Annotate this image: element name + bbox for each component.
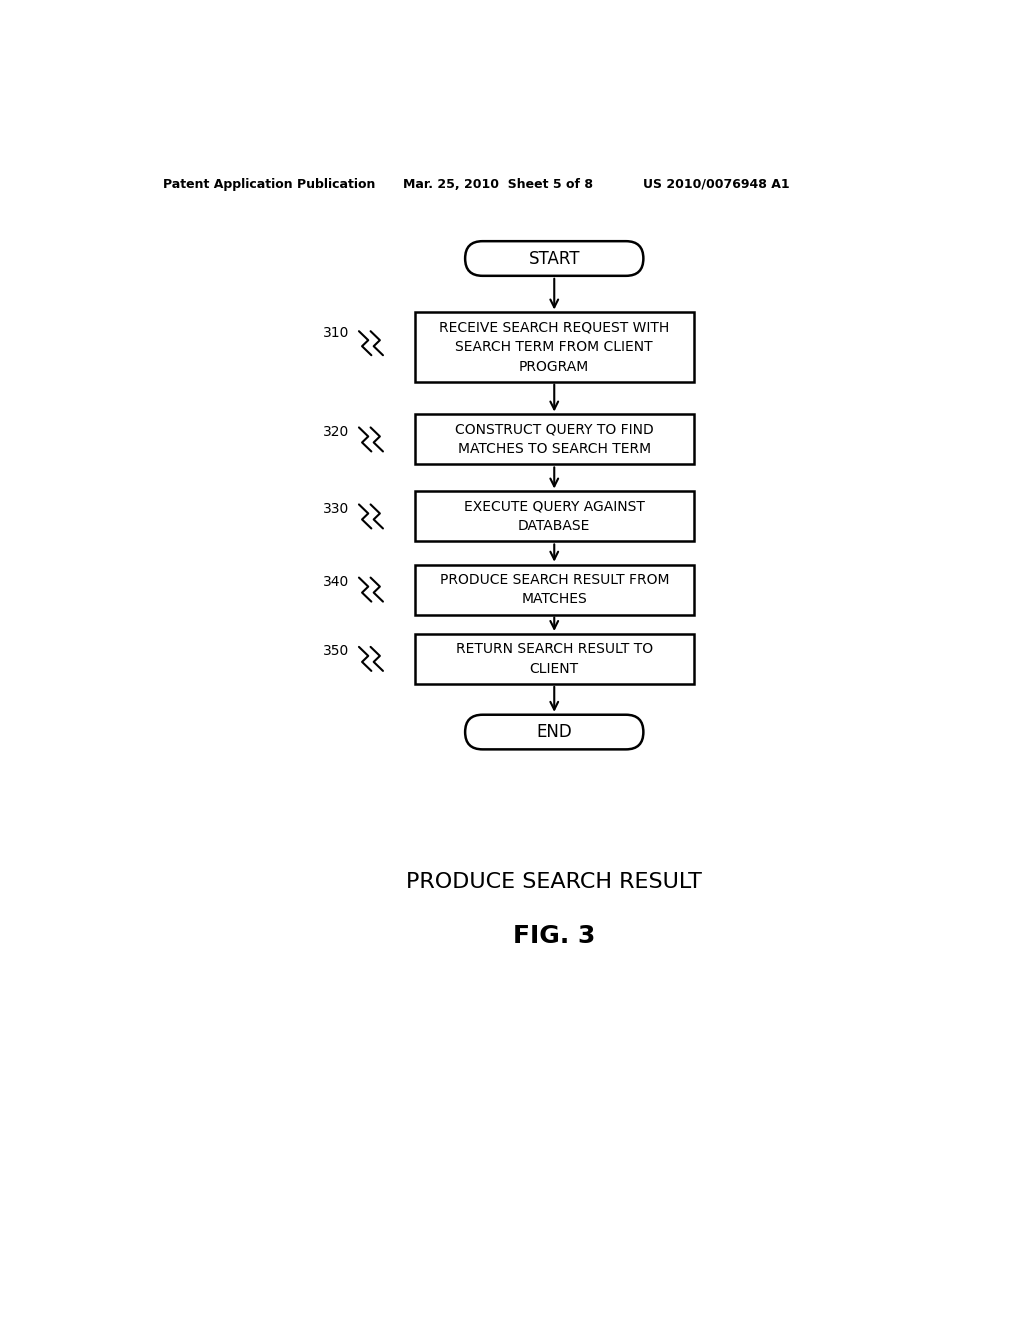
Text: US 2010/0076948 A1: US 2010/0076948 A1	[643, 178, 790, 190]
Text: 330: 330	[323, 502, 349, 516]
Text: Patent Application Publication: Patent Application Publication	[163, 178, 375, 190]
Text: FIG. 3: FIG. 3	[513, 924, 595, 948]
Text: PRODUCE SEARCH RESULT: PRODUCE SEARCH RESULT	[407, 873, 702, 892]
Text: 320: 320	[323, 425, 349, 438]
Bar	[415, 491, 693, 541]
Text: 340: 340	[323, 576, 349, 589]
Text: EXECUTE QUERY AGAINST
DATABASE: EXECUTE QUERY AGAINST DATABASE	[464, 500, 645, 533]
Text: CONSTRUCT QUERY TO FIND
MATCHES TO SEARCH TERM: CONSTRUCT QUERY TO FIND MATCHES TO SEARC…	[455, 422, 653, 457]
Text: Mar. 25, 2010  Sheet 5 of 8: Mar. 25, 2010 Sheet 5 of 8	[403, 178, 593, 190]
Bar	[415, 313, 693, 381]
Text: 350: 350	[323, 644, 349, 659]
Text: START: START	[528, 249, 580, 268]
Text: 310: 310	[323, 326, 349, 341]
Text: RECEIVE SEARCH REQUEST WITH
SEARCH TERM FROM CLIENT
PROGRAM: RECEIVE SEARCH REQUEST WITH SEARCH TERM …	[439, 321, 670, 374]
FancyBboxPatch shape	[465, 242, 643, 276]
Text: END: END	[537, 723, 572, 741]
Text: PRODUCE SEARCH RESULT FROM
MATCHES: PRODUCE SEARCH RESULT FROM MATCHES	[439, 573, 669, 606]
Bar	[415, 565, 693, 615]
Bar	[415, 414, 693, 465]
Text: RETURN SEARCH RESULT TO
CLIENT: RETURN SEARCH RESULT TO CLIENT	[456, 642, 653, 676]
FancyBboxPatch shape	[465, 714, 643, 750]
Bar	[415, 634, 693, 684]
